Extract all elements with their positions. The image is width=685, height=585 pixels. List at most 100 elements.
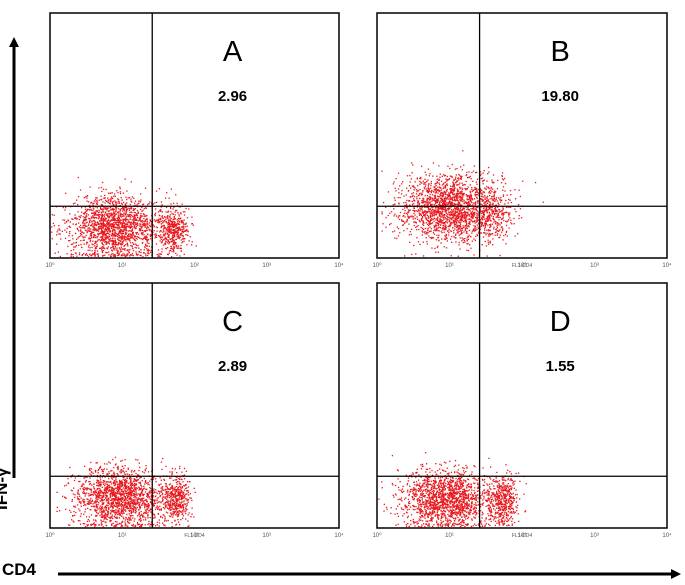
event-dot	[513, 217, 515, 220]
event-dot	[173, 216, 175, 218]
event-dot	[101, 248, 103, 250]
event-dot	[452, 211, 454, 213]
event-dot	[72, 254, 74, 256]
event-dot	[183, 240, 185, 242]
event-dot	[164, 220, 166, 222]
event-dot	[455, 241, 457, 243]
event-dot	[408, 211, 410, 213]
event-dot	[117, 236, 119, 238]
event-dot	[445, 178, 447, 180]
event-dot	[485, 221, 487, 223]
event-dot	[154, 525, 157, 527]
event-dot	[466, 212, 468, 214]
event-dot	[182, 230, 185, 233]
event-dot	[130, 181, 132, 183]
event-dot	[116, 221, 118, 223]
event-dot	[420, 214, 422, 216]
event-dot	[113, 228, 115, 230]
event-dot	[169, 228, 171, 230]
event-dot	[431, 247, 433, 249]
event-dot	[158, 214, 160, 216]
event-dot	[438, 234, 440, 236]
event-dot	[121, 248, 123, 250]
event-dot	[105, 508, 107, 510]
event-dot	[392, 204, 394, 206]
event-dot	[481, 222, 483, 225]
event-dot	[125, 226, 127, 228]
event-dot	[419, 220, 421, 223]
event-dot	[92, 222, 94, 224]
event-dot	[145, 235, 147, 237]
event-dot	[470, 219, 473, 221]
event-dot	[113, 215, 115, 218]
event-dot	[462, 239, 464, 241]
event-dot	[134, 227, 136, 229]
event-dot	[95, 229, 97, 231]
event-dot	[445, 228, 447, 230]
event-dot	[475, 203, 477, 205]
event-dot	[107, 485, 109, 487]
event-dot	[123, 254, 125, 256]
event-dot	[102, 472, 104, 474]
event-dot	[167, 215, 169, 217]
event-dot	[117, 217, 119, 219]
event-dot	[486, 202, 488, 204]
event-dot	[181, 233, 183, 235]
event-dot	[487, 230, 490, 232]
event-dot	[119, 192, 122, 195]
event-dot	[471, 232, 473, 234]
event-dot	[69, 231, 71, 233]
event-dot	[132, 248, 134, 250]
event-dot	[397, 227, 400, 230]
event-dot	[155, 208, 157, 210]
event-dot	[59, 229, 61, 231]
event-dot	[454, 215, 456, 217]
event-dot	[70, 243, 73, 246]
event-dot	[120, 219, 123, 221]
event-dot	[452, 188, 454, 190]
event-dot	[464, 216, 466, 218]
event-dot	[164, 216, 166, 219]
event-dot	[155, 190, 158, 192]
event-dot	[90, 233, 93, 235]
event-dot	[451, 222, 453, 224]
event-dot	[112, 481, 114, 484]
event-dot	[441, 210, 443, 212]
event-dot	[148, 505, 150, 507]
event-dot	[135, 218, 138, 220]
event-dot	[464, 202, 466, 204]
event-dot	[460, 212, 462, 214]
event-dot	[474, 204, 476, 206]
event-dot	[93, 236, 95, 239]
event-dot	[143, 230, 145, 232]
event-dot	[441, 175, 443, 177]
event-dot	[472, 206, 474, 208]
event-dot	[115, 513, 117, 515]
event-dot	[71, 243, 74, 245]
event-dot	[116, 243, 118, 246]
event-dot	[455, 211, 457, 214]
event-dot	[542, 201, 544, 203]
event-dot	[477, 226, 479, 228]
event-dot	[449, 192, 451, 195]
event-dot	[73, 246, 75, 248]
event-dot	[118, 232, 120, 234]
event-dot	[78, 499, 81, 501]
event-dot	[500, 222, 503, 224]
event-dot	[121, 210, 124, 212]
event-dot	[98, 223, 100, 225]
event-dot	[459, 186, 461, 188]
event-dot	[167, 221, 170, 224]
event-dot	[485, 185, 488, 188]
event-dot	[402, 208, 404, 211]
event-dot	[489, 214, 491, 216]
event-dot	[124, 253, 126, 255]
event-dot	[167, 240, 169, 242]
event-dot	[444, 223, 446, 225]
event-dot	[414, 181, 416, 183]
event-dot	[476, 212, 478, 214]
event-dot	[435, 208, 437, 210]
event-dot	[452, 184, 455, 186]
event-dot	[124, 224, 126, 226]
event-dot	[146, 227, 148, 230]
